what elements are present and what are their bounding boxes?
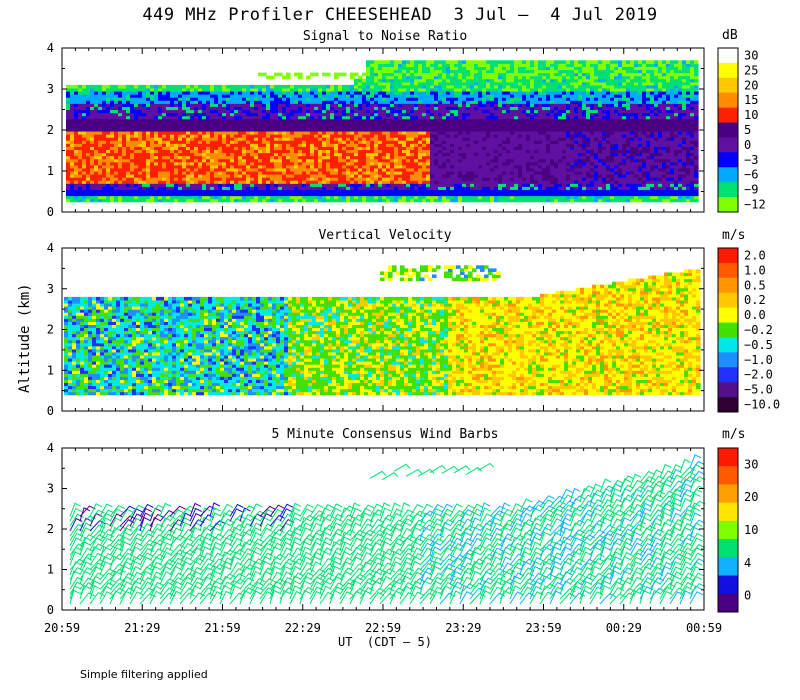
colorbar-swatch — [718, 62, 738, 79]
colorbar-swatch — [718, 92, 738, 109]
colorbar-swatch — [718, 575, 738, 595]
colorbar-label: 20 — [744, 78, 758, 92]
y-tick-label: 3 — [47, 82, 54, 96]
y-tick-label: 3 — [47, 282, 54, 296]
colorbar-label: 10 — [744, 108, 758, 122]
colorbar-label: 15 — [744, 93, 758, 107]
colorbar-label: −12 — [744, 198, 766, 212]
colorbar-label: −9 — [744, 183, 758, 197]
x-tick-label: 21:29 — [124, 621, 160, 635]
x-tick-label: 00:59 — [686, 621, 722, 635]
colorbar-label: 4 — [744, 556, 751, 570]
colorbar-label: 0.0 — [744, 308, 766, 322]
colorbar-label: 30 — [744, 48, 758, 62]
x-tick-label: 22:59 — [365, 621, 401, 635]
colorbar-swatch — [718, 557, 738, 577]
colorbar-swatch — [718, 593, 738, 613]
y-tick-label: 4 — [47, 41, 54, 55]
colorbar-label: 0 — [744, 138, 751, 152]
panel3-colorbar: 30 20 10 4 0 — [717, 447, 758, 613]
colorbar-label: −6 — [744, 168, 758, 182]
y-tick-label: 1 — [47, 363, 54, 377]
colorbar-swatch — [718, 262, 738, 279]
colorbar-swatch — [718, 539, 738, 558]
wind-barbs — [69, 454, 706, 605]
colorbar-label: −2.0 — [744, 368, 773, 382]
colorbar-swatch — [718, 292, 738, 309]
colorbar-swatch — [718, 248, 738, 264]
snr-heatmap — [66, 60, 699, 203]
x-tick-label: 23:59 — [525, 621, 561, 635]
x-tick-label: 00:29 — [606, 621, 642, 635]
x-tick-label: 20:59 — [44, 621, 80, 635]
y-tick-label: 1 — [47, 563, 54, 577]
colorbar-swatch — [718, 122, 738, 138]
y-tick-label: 0 — [47, 205, 54, 219]
x-tick-label: 22:29 — [285, 621, 321, 635]
y-tick-label: 0 — [47, 603, 54, 617]
panel2-colorbar: 2.01.00.50.20.0−0.2−0.5−1.0−2.0−5.0−10.0 — [717, 247, 780, 413]
colorbar-swatch — [718, 307, 738, 324]
colorbar-swatch — [718, 77, 738, 94]
colorbar-swatch — [718, 484, 738, 504]
colorbar-label: −1.0 — [744, 353, 773, 367]
colorbar-label: 0.2 — [744, 293, 766, 307]
colorbar-label: 1.0 — [744, 263, 766, 277]
colorbar-label: −0.5 — [744, 338, 773, 352]
colorbar-label: 2.0 — [744, 248, 766, 262]
colorbar-swatch — [718, 277, 738, 294]
colorbar-swatch — [718, 397, 738, 413]
colorbar-swatch — [718, 137, 738, 153]
colorbar-swatch — [718, 520, 738, 540]
x-tick-label: 23:29 — [445, 621, 481, 635]
colorbar-swatch — [718, 337, 738, 353]
colorbar-swatch — [718, 502, 738, 522]
colorbar-swatch — [718, 322, 738, 338]
colorbar-label: 30 — [744, 457, 758, 471]
colorbar-swatch — [718, 367, 738, 383]
colorbar-swatch — [718, 448, 738, 467]
colorbar-swatch — [718, 466, 738, 485]
y-tick-label: 1 — [47, 164, 54, 178]
y-tick-label: 0 — [47, 404, 54, 418]
colorbar-swatch — [718, 197, 738, 213]
y-tick-label: 3 — [47, 482, 54, 496]
colorbar-label: 0 — [744, 589, 751, 603]
colorbar-swatch — [718, 382, 738, 398]
y-tick-label: 2 — [47, 123, 54, 137]
colorbar-swatch — [718, 107, 738, 124]
colorbar-label: 5 — [744, 123, 751, 137]
colorbar-swatch — [718, 48, 738, 64]
colorbar-label: 20 — [744, 490, 758, 504]
colorbar-label: 0.5 — [744, 278, 766, 292]
colorbar-label: −3 — [744, 153, 758, 167]
velocity-heatmap — [64, 265, 701, 396]
x-tick-label: 21:59 — [204, 621, 240, 635]
colorbar-label: 10 — [744, 523, 758, 537]
colorbar-label: −10.0 — [744, 398, 780, 412]
colorbar-label: −5.0 — [744, 383, 773, 397]
colorbar-label: 25 — [744, 63, 758, 77]
colorbar-label: −0.2 — [744, 323, 773, 337]
colorbar-swatch — [718, 152, 738, 168]
colorbar-swatch — [718, 167, 738, 183]
y-tick-label: 4 — [47, 441, 54, 455]
colorbar-swatch — [718, 352, 738, 368]
y-tick-label: 2 — [47, 522, 54, 536]
y-tick-label: 4 — [47, 241, 54, 255]
colorbar-swatch — [718, 182, 738, 198]
y-tick-label: 2 — [47, 323, 54, 337]
